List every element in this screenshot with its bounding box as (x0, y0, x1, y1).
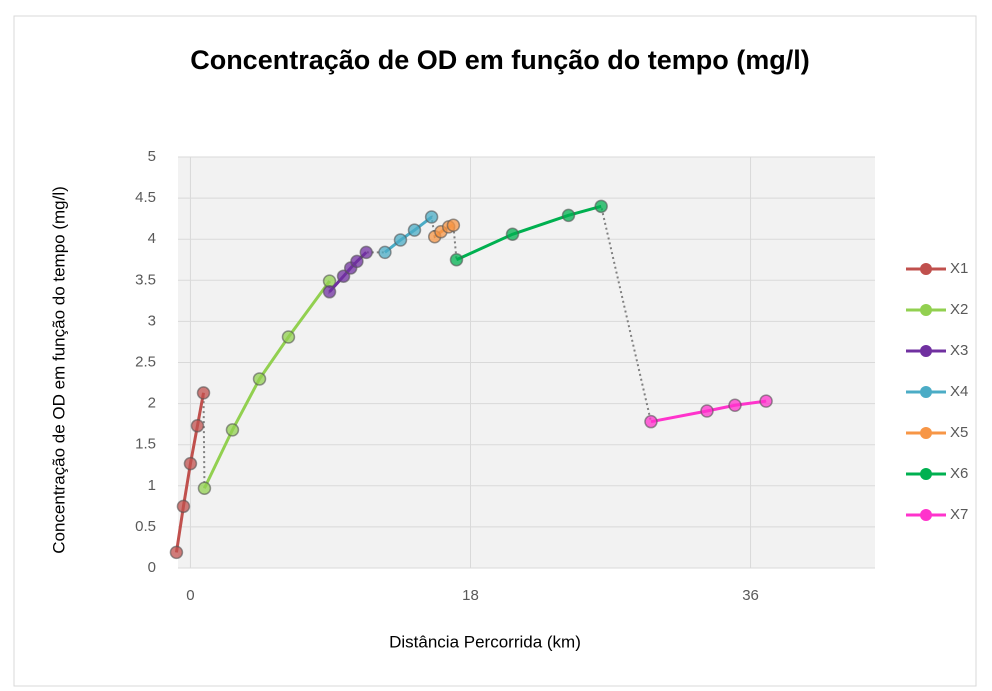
legend-marker (920, 509, 932, 521)
marker (644, 414, 658, 429)
marker (700, 404, 714, 418)
marker (378, 245, 392, 260)
x-tick-label: 36 (742, 587, 759, 604)
marker (561, 208, 576, 223)
y-tick-label: 2 (148, 395, 156, 412)
legend-marker (920, 263, 932, 275)
marker (594, 199, 608, 214)
x-tick-label: 0 (186, 587, 194, 604)
legend-label: X2 (950, 301, 968, 318)
marker (225, 423, 240, 437)
y-tick-label: 4 (148, 230, 156, 247)
y-tick-label: 1 (148, 477, 156, 494)
series-line (383, 215, 433, 254)
marker (252, 372, 267, 386)
legend-label: X1 (950, 260, 968, 277)
legend-marker (920, 427, 932, 439)
marker (196, 386, 211, 400)
legend-label: X5 (950, 424, 968, 441)
marker (322, 285, 337, 299)
marker (183, 456, 198, 471)
y-tick-label: 0.5 (135, 518, 156, 535)
x-tick-label: 18 (462, 587, 479, 604)
y-tick-label: 5 (148, 148, 156, 165)
series-line (455, 204, 602, 262)
x-axis-title: Distância Percorrida (km) (389, 632, 581, 651)
marker (350, 254, 364, 269)
marker (505, 227, 520, 242)
legend-marker (920, 468, 932, 480)
legend-marker (920, 386, 932, 398)
legend-label: X7 (950, 506, 968, 523)
legend-label: X6 (950, 465, 968, 482)
legend-marker (920, 345, 932, 357)
y-tick-label: 1.5 (135, 436, 156, 453)
marker (759, 394, 773, 408)
marker (190, 419, 205, 433)
marker (407, 223, 422, 237)
series-line (650, 399, 767, 424)
marker (176, 499, 191, 514)
legend-label: X3 (950, 342, 968, 359)
y-tick-label: 4.5 (135, 189, 156, 206)
y-tick-label: 2.5 (135, 353, 156, 370)
legend-label: X4 (950, 383, 968, 400)
y-tick-label: 3 (148, 312, 156, 329)
marker (449, 253, 464, 267)
marker (359, 245, 374, 260)
marker (446, 218, 461, 232)
chart-title: Concentração de OD em função do tempo (m… (190, 45, 810, 75)
marker (393, 233, 408, 247)
marker (197, 481, 212, 496)
marker (424, 210, 439, 224)
marker (728, 398, 742, 412)
legend-marker (920, 304, 932, 316)
marker (169, 545, 184, 560)
y-axis-title: Concentração de OD em função do tempo (m… (49, 186, 68, 554)
marker (281, 330, 296, 344)
y-tick-label: 0 (148, 559, 156, 576)
y-tick-label: 3.5 (135, 271, 156, 288)
